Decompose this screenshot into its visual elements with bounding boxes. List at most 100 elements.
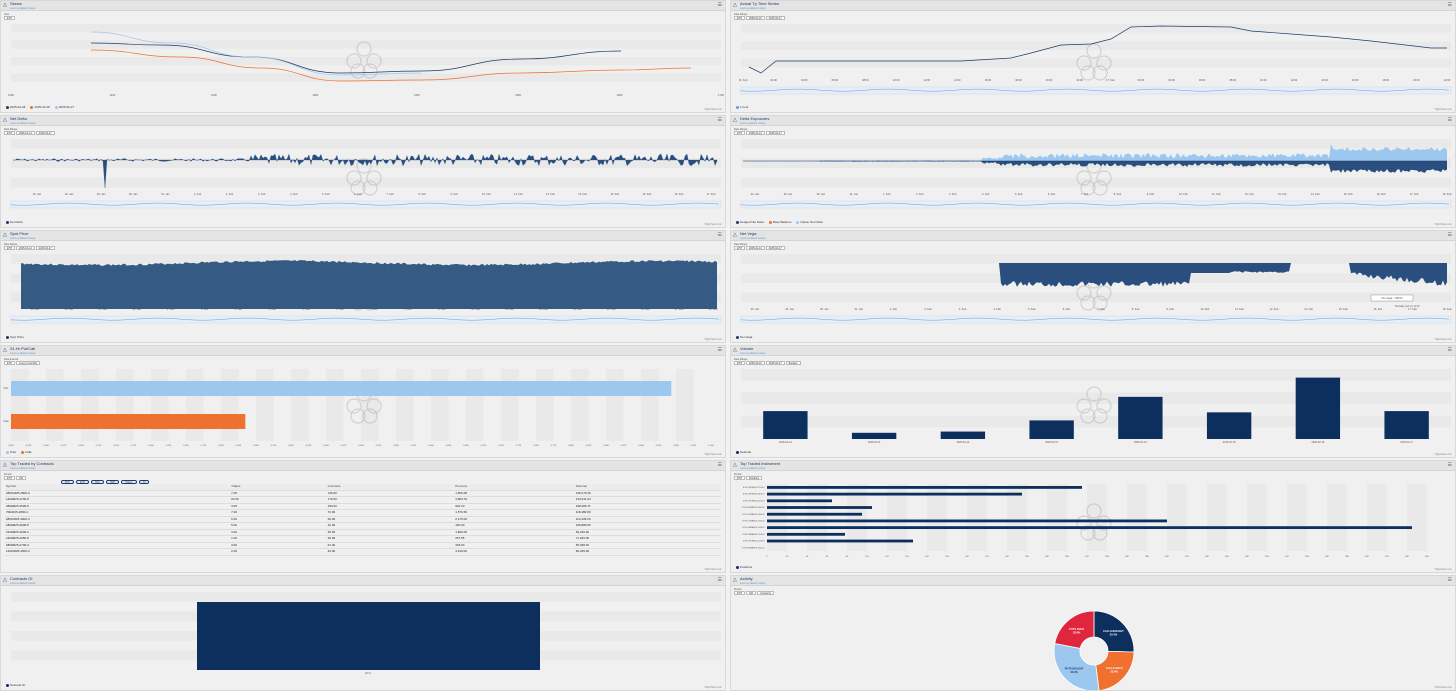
legend-item[interactable]: Option Net Delta bbox=[796, 220, 823, 224]
coin-select[interactable]: ETH bbox=[4, 361, 15, 365]
legend-item[interactable]: Net Delta bbox=[6, 220, 23, 224]
interval-select[interactable]: Long (3 months) bbox=[16, 361, 41, 365]
filter-pill[interactable]: XRP bbox=[106, 480, 120, 484]
table-row[interactable]: 28MAR25-3000-C 6.00 60.00 2,475.00 113,339.5… bbox=[5, 516, 721, 523]
x-tick-label: 0.400 bbox=[288, 445, 294, 447]
start-date-input[interactable]: 2025-01-14 bbox=[16, 131, 35, 135]
menu-icon[interactable]: ☰ bbox=[1447, 2, 1452, 8]
legend-item[interactable]: Calls bbox=[21, 450, 32, 454]
legend-item[interactable]: 2025-06-27 bbox=[54, 105, 74, 109]
grid-band bbox=[46, 369, 64, 441]
control-label: Period bbox=[734, 473, 742, 476]
period-control: Period ETH Positions bbox=[734, 473, 763, 480]
column-header[interactable]: Symbol bbox=[5, 484, 231, 491]
table-row[interactable]: 7MAR25-2800-C 7.00 70.00 1,576.50 118,480.80 bbox=[5, 509, 721, 517]
coin-select[interactable]: ETH bbox=[734, 476, 745, 480]
period-select[interactable]: 24h bbox=[746, 591, 757, 595]
menu-icon[interactable]: ☰ bbox=[717, 232, 722, 238]
menu-icon[interactable]: ☰ bbox=[1447, 462, 1452, 468]
legend-item[interactable]: Puts bbox=[6, 450, 16, 454]
legend-item[interactable]: Base Balance bbox=[768, 220, 791, 224]
coin-select[interactable]: ETH bbox=[734, 591, 745, 595]
legend-item[interactable]: 2025-03-28 bbox=[30, 105, 50, 109]
menu-icon[interactable]: ☰ bbox=[1447, 117, 1452, 123]
coin-select[interactable]: ETH bbox=[734, 16, 745, 20]
end-date-input[interactable]: 2025-02-17 bbox=[765, 16, 785, 20]
end-date-input[interactable]: 2025-02-17 bbox=[765, 361, 785, 365]
bar bbox=[767, 486, 1082, 489]
menu-icon[interactable]: ☰ bbox=[717, 577, 722, 583]
menu-icon[interactable]: ☰ bbox=[717, 117, 722, 123]
start-date-input[interactable]: 2025-01-14 bbox=[16, 246, 35, 250]
bucket-select[interactable]: Buckets bbox=[785, 361, 801, 365]
logo-icon: △ bbox=[3, 117, 7, 123]
table-row[interactable]: 16FEB25-2650-P 1.00 30.00 257.55 71,020.00 bbox=[5, 535, 721, 543]
column-header[interactable]: Trades bbox=[230, 484, 327, 491]
table-cell: 4,610.00 bbox=[454, 548, 575, 556]
x-tick-label: 30. Jan bbox=[132, 307, 141, 311]
legend-item[interactable]: 2025-02-28 bbox=[6, 105, 25, 109]
x-tick-label: 16:00 bbox=[1352, 78, 1359, 82]
table-row[interactable]: 14MAR25-2900-C 2.00 40.00 4,610.00 60,345.00 bbox=[5, 548, 721, 556]
start-date-input[interactable]: 2025-02-10 bbox=[746, 361, 765, 365]
coin-select[interactable]: ETH bbox=[734, 361, 745, 365]
end-date-input[interactable]: 2025-02-17 bbox=[765, 131, 785, 135]
menu-icon[interactable]: ☰ bbox=[1447, 577, 1452, 583]
panel-header: △ Volume Last updated today ☰ bbox=[731, 346, 1455, 356]
legend-item[interactable]: Positions bbox=[736, 565, 752, 569]
x-tick-label: 17. Feb bbox=[675, 307, 684, 311]
table-row[interactable]: 18FEB25-2600-P 5.00 42.00 150.00 108,880.60 bbox=[5, 522, 721, 530]
coin-select[interactable]: ETH bbox=[734, 131, 745, 135]
filter-pill[interactable]: Others bbox=[121, 480, 137, 484]
end-date-input[interactable]: 2025-02-17 bbox=[35, 131, 55, 135]
end-date-input[interactable]: 2025-02-17 bbox=[35, 246, 55, 250]
table-row[interactable]: 28FEB25-2700-C 3.00 61.00 345.00 65,338.46 bbox=[5, 542, 721, 549]
menu-icon[interactable]: ☰ bbox=[717, 347, 722, 353]
coin-select[interactable]: ETH bbox=[4, 246, 15, 250]
watermark-ring bbox=[1096, 170, 1112, 186]
period-select[interactable]: 24h bbox=[16, 476, 27, 480]
column-header[interactable]: Contracts bbox=[326, 484, 455, 491]
x-tick-label: 11. Feb bbox=[1235, 307, 1244, 311]
table-row[interactable]: 28MAR25-2800-C 7.00 135.00 1,656.08 318,279.… bbox=[5, 490, 721, 497]
legend-item[interactable]: Spot Price bbox=[6, 335, 24, 339]
table-cell: 6.00 bbox=[230, 516, 327, 523]
metric-select[interactable]: Positions bbox=[746, 476, 763, 480]
filter-pill[interactable]: All bbox=[138, 480, 150, 484]
contracts-oi-panel: △ Contracts OI Last updated today ☰ ETH … bbox=[0, 575, 726, 691]
filter-pill[interactable]: BTC bbox=[61, 480, 74, 484]
legend-item[interactable]: Net Vega bbox=[736, 335, 752, 339]
watermark-ring bbox=[1092, 295, 1108, 311]
table-row[interactable]: 14FEB25-2700-P 22.00 170.00 3,800.79 134,541… bbox=[5, 496, 721, 504]
end-date-input[interactable]: 2025-02-17 bbox=[765, 246, 785, 250]
coin-select[interactable]: ETH bbox=[734, 246, 745, 250]
x-category-label: 2025-02-16 bbox=[1311, 441, 1324, 444]
legend-label: 2025-02-28 bbox=[10, 105, 26, 109]
legend-item[interactable]: 1 hour bbox=[736, 105, 749, 109]
date-range-control: Date Range ETH 2025-01-14 2025-02-17 bbox=[4, 243, 56, 250]
start-date-input[interactable]: 2025-01-16 bbox=[746, 16, 765, 20]
filter-pill[interactable]: ETH bbox=[76, 480, 89, 484]
coin-select[interactable]: ETH bbox=[4, 476, 15, 480]
table-row[interactable]: 28FEB25-2500-P 3.00 150.00 940.10 198,280.71 bbox=[5, 503, 721, 510]
menu-icon[interactable]: ☰ bbox=[717, 2, 722, 8]
coin-select[interactable]: ETH bbox=[4, 131, 15, 135]
coin-select[interactable]: ETH bbox=[4, 16, 15, 20]
legend-item[interactable]: Notional OI bbox=[6, 683, 25, 687]
table-row[interactable]: 21FEB25-2900-C 3.00 35.00 1,890.06 84,236.90 bbox=[5, 529, 721, 536]
legend-item[interactable]: Hedged Net Delta bbox=[736, 220, 764, 224]
start-date-input[interactable]: 2025-01-14 bbox=[746, 246, 765, 250]
x-tick-label: 0.750 bbox=[533, 445, 539, 447]
column-header[interactable]: Premium bbox=[454, 484, 575, 491]
menu-icon[interactable]: ☰ bbox=[717, 462, 722, 468]
column-header[interactable]: Notional bbox=[574, 484, 721, 491]
filter-pill[interactable]: SOL bbox=[91, 480, 105, 484]
watermark-ring bbox=[366, 53, 382, 69]
metric-select[interactable]: Contracts bbox=[757, 591, 774, 595]
watermark-ring bbox=[1076, 55, 1092, 71]
legend-item[interactable]: Notional bbox=[736, 450, 751, 454]
menu-icon[interactable]: ☰ bbox=[1447, 232, 1452, 238]
start-date-input[interactable]: 2025-01-14 bbox=[746, 131, 765, 135]
menu-icon[interactable]: ☰ bbox=[1447, 347, 1452, 353]
x-tick-label: 18. Feb bbox=[1443, 192, 1452, 196]
